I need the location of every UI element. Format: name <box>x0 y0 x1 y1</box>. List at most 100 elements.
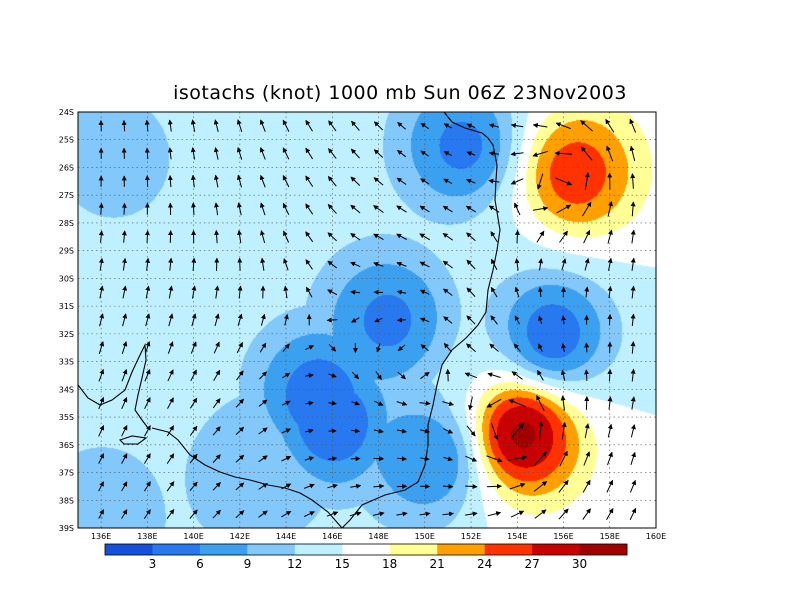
wind-vector-arrow <box>282 147 290 160</box>
wind-vector-arrow <box>420 428 431 434</box>
wind-vector-arrow <box>465 205 476 213</box>
wind-vector-arrow <box>167 147 173 160</box>
latitude-label: 29S <box>59 247 74 256</box>
wind-vector-arrow <box>532 123 548 128</box>
wind-vector-arrow <box>191 257 197 271</box>
colorbar-swatch <box>532 544 580 555</box>
wind-vector-arrow <box>445 368 451 382</box>
wind-vector-arrow <box>98 368 105 382</box>
wind-vector-arrow <box>328 148 337 159</box>
colorbar-label: 15 <box>335 557 350 571</box>
wind-vector-arrow <box>349 511 362 517</box>
wind-vector-arrow <box>189 425 198 436</box>
colorbar-swatch <box>484 544 533 555</box>
wind-vector-arrow <box>328 120 337 132</box>
wind-vector-arrow <box>466 123 476 129</box>
wind-vector-arrow <box>237 229 243 244</box>
wind-vector-arrow <box>212 398 221 409</box>
wind-vector-arrow <box>282 343 290 352</box>
wind-vector-arrow <box>166 508 175 520</box>
wind-vector-arrow <box>630 368 636 382</box>
wind-vector-arrow <box>605 118 615 133</box>
wind-vector-arrow <box>629 118 637 133</box>
wind-vector-arrow <box>260 230 266 244</box>
colorbar-swatch <box>105 544 153 555</box>
wind-vector-arrow <box>167 397 174 409</box>
wind-vector-arrow <box>630 341 636 354</box>
wind-vector-arrow <box>259 371 267 380</box>
wind-vector-arrow <box>373 205 384 214</box>
wind-vector-arrow <box>630 257 636 271</box>
wind-vector-arrow <box>466 343 476 353</box>
wind-vector-arrow <box>212 454 221 463</box>
wind-vector-arrow <box>396 261 407 267</box>
colorbar-swatch <box>579 544 628 555</box>
wind-vector-arrow <box>327 260 338 269</box>
wind-vector-arrow <box>630 201 636 217</box>
wind-vector-arrow <box>144 397 151 410</box>
wind-vector-arrow <box>559 230 568 243</box>
wind-vector-arrow <box>305 119 313 132</box>
wind-vector-arrow <box>443 151 452 157</box>
wind-vector-arrow <box>533 206 549 212</box>
wind-vector-arrow <box>397 121 407 130</box>
latitude-label: 28S <box>59 219 74 228</box>
wind-vector-arrow <box>304 345 314 351</box>
wind-vector-arrow <box>397 150 407 158</box>
wind-vector-arrow <box>372 511 385 517</box>
wind-vector-arrow <box>260 313 266 326</box>
wind-vector-arrow <box>98 257 104 271</box>
wind-vector-arrow <box>190 341 197 354</box>
wind-vector-arrow <box>121 202 127 215</box>
wind-vector-arrow <box>510 510 525 518</box>
wind-vector-arrow <box>143 509 151 519</box>
wind-vector-arrow <box>514 286 520 298</box>
wind-vector-arrow <box>582 479 591 493</box>
wind-vector-arrow <box>580 120 593 132</box>
wind-vector-arrow <box>630 285 636 299</box>
wind-vector-arrow <box>305 400 314 406</box>
wind-vector-arrow <box>328 343 337 352</box>
latitude-label: 32S <box>59 330 74 339</box>
wind-vector-arrow <box>122 313 128 327</box>
wind-vector-arrow <box>213 146 219 160</box>
wind-vector-arrow <box>144 369 151 382</box>
wind-vector-arrow <box>561 343 566 352</box>
wind-vector-arrow <box>259 147 266 160</box>
longitude-label: 154E <box>507 532 527 541</box>
wind-vector-arrow <box>212 509 221 519</box>
wind-vector-arrow <box>143 481 151 492</box>
wind-vector-arrow <box>98 453 105 464</box>
wind-vector-arrow <box>214 313 220 327</box>
wind-vector-arrow <box>260 257 266 271</box>
wind-vector-arrow <box>442 232 453 241</box>
wind-vector-arrow <box>510 123 524 129</box>
wind-vector-arrow <box>166 481 175 492</box>
wind-vector-arrow <box>490 422 499 440</box>
wind-vector-arrow <box>373 233 384 241</box>
wind-vector-arrow <box>442 205 453 213</box>
wind-vector-arrow <box>328 456 338 462</box>
wind-vector-arrow <box>166 453 175 464</box>
wind-vector-arrow <box>235 426 245 435</box>
wind-vector-arrow <box>259 174 266 188</box>
wind-vector-arrow <box>189 481 198 492</box>
wind-vector-arrow <box>121 397 128 410</box>
latitude-label: 35S <box>59 413 74 422</box>
colorbar-label: 21 <box>430 557 445 571</box>
wind-vector-arrow <box>144 119 150 132</box>
wind-vector-arrow <box>350 148 360 159</box>
wind-vector-arrow <box>327 204 337 214</box>
latitude-label: 38S <box>59 496 74 505</box>
wind-vector-arrow <box>258 455 268 463</box>
wind-vector-arrow <box>464 372 478 379</box>
wind-vector-arrow <box>488 178 500 184</box>
wind-vector-arrow <box>536 173 544 190</box>
longitude-labels: 136E 138E 140E 142E 144E 146E 148E 150E 152E 154E… <box>91 532 666 541</box>
wind-vector-arrow <box>510 423 525 439</box>
wind-vector-arrow <box>629 507 637 521</box>
wind-vector-arrow <box>121 369 128 382</box>
longitude-label: 148E <box>368 532 388 541</box>
wind-vector-arrow <box>121 509 128 519</box>
wind-vector-arrow <box>468 396 473 411</box>
